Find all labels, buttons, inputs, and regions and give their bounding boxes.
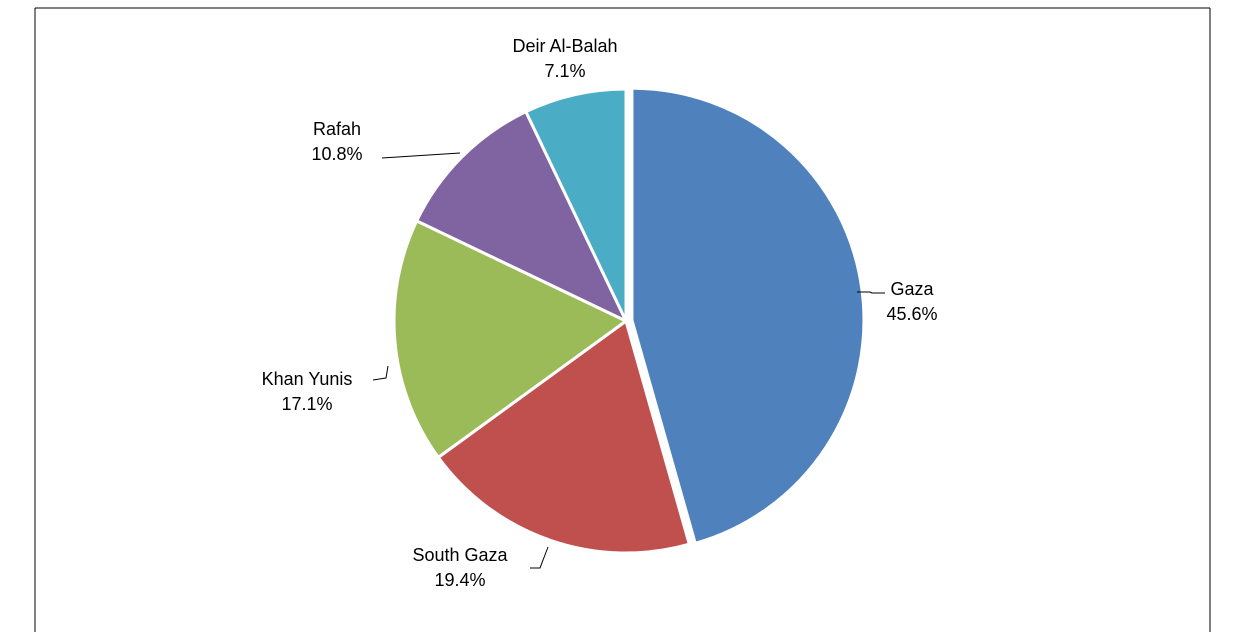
pie-slice <box>524 87 628 323</box>
slice-value-label: 7.1% <box>544 61 585 81</box>
slice-value-label: 45.6% <box>886 304 937 324</box>
pie-slice <box>415 110 628 323</box>
slice-value-label: 10.8% <box>311 144 362 164</box>
slice-name: Khan Yunis <box>262 369 353 389</box>
slice-name: Gaza <box>890 279 934 299</box>
slice-value-label: 19.4% <box>434 570 485 590</box>
pie-slice <box>630 86 866 545</box>
labels: Gaza 45.6% South Gaza 19.4% Khan Yunis 17.1% R… <box>262 36 938 590</box>
pie-slice <box>392 219 628 459</box>
slice-value-label: 17.1% <box>281 394 332 414</box>
leader-line <box>530 546 549 569</box>
slice-name: Deir Al-Balah <box>512 36 617 56</box>
slice-name: South Gaza <box>412 545 508 565</box>
pie-slice <box>436 319 691 555</box>
slice-name: Rafah <box>313 119 361 139</box>
leader-line <box>372 365 389 381</box>
leader-line <box>857 291 885 294</box>
pie <box>392 86 866 555</box>
leader-line <box>381 152 461 159</box>
